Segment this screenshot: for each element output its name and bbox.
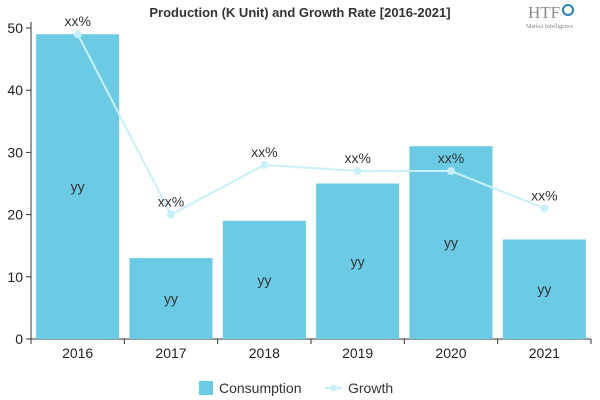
bar-series [36,34,586,339]
bar-data-label: yy [164,291,178,307]
growth-data-label: xx% [251,144,277,160]
growth-point [540,204,549,213]
y-tick-label: 50 [7,20,23,36]
bar-consumption [36,34,120,339]
bar-consumption [502,239,586,339]
legend-growth-label: Growth [348,380,393,396]
x-tick-label: 2020 [435,345,466,361]
legend-consumption-label: Consumption [219,380,302,396]
growth-line [76,33,545,216]
x-tick-label: 2019 [342,345,373,361]
chart-title: Production (K Unit) and Growth Rate [201… [149,5,450,20]
y-tick-label: 0 [15,331,23,347]
y-tick-label: 30 [7,144,23,160]
growth-point [73,30,82,39]
x-tick-label: 2017 [155,345,186,361]
bar-consumption [222,220,306,339]
bar-consumption [129,258,213,339]
growth-data-label: xx% [531,187,557,203]
growth-data-label: xx% [438,150,464,166]
logo: HTF Market Intelligence [526,3,574,30]
axes: 0 10 20 30 40 50 2016 2017 2018 2019 2020 2021 [7,20,592,361]
bar-data-label: yy [71,179,85,195]
bar-data-label: yy [537,281,551,297]
data-labels: yy yy yy yy yy yy xx% xx% xx% xx% xx% xx% [64,13,557,306]
logo-globe-icon [562,4,574,16]
y-tick-label: 20 [7,207,23,223]
line-series [73,30,549,219]
growth-data-label: xx% [64,13,90,29]
bar-consumption [316,183,400,339]
x-tick-label: 2018 [249,345,280,361]
logo-subtext: Market Intelligence [526,24,573,30]
legend-consumption-swatch [199,381,213,395]
growth-data-label: xx% [158,194,184,210]
growth-point [353,167,362,176]
x-tick-label: 2016 [62,345,93,361]
growth-data-label: xx% [344,150,370,166]
y-tick-label: 40 [7,82,23,98]
bar-data-label: yy [257,272,271,288]
growth-point [447,167,455,176]
y-tick-label: 10 [7,269,23,285]
bar-consumption [409,146,493,339]
x-tick-label: 2021 [529,345,560,361]
legend[interactable]: Consumption Growth [199,380,393,396]
growth-point [260,160,269,169]
bar-data-label: yy [351,253,365,269]
bar-data-label: yy [444,235,458,251]
legend-growth-marker [330,384,337,392]
logo-mark: HTF [528,3,560,22]
growth-point [167,210,175,219]
